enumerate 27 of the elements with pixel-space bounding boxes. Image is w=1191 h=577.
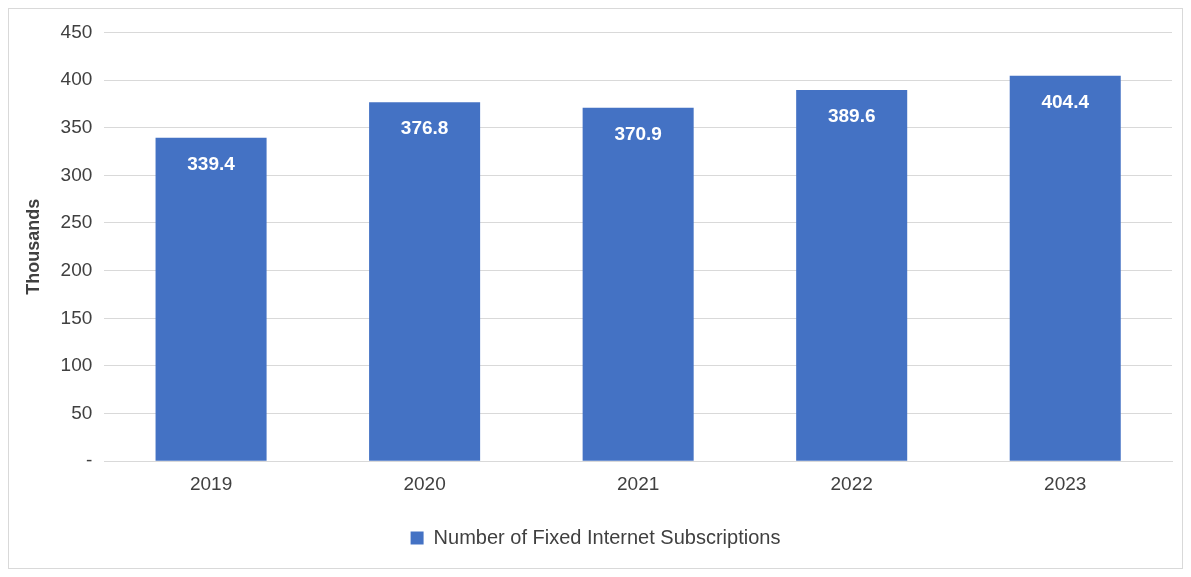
data-label: 404.4 [1041,91,1090,113]
y-tick-label: 150 [60,306,93,328]
y-tick-label: - [85,449,93,471]
legend-label: Number of Fixed Internet Subscriptions [433,525,781,548]
bar [796,89,908,461]
bar [582,107,694,461]
y-tick-label: 250 [60,211,93,233]
x-tick-label: 2019 [189,472,233,494]
bar [155,137,267,461]
y-tick-label: 200 [60,258,93,280]
data-label: 339.4 [187,153,236,175]
y-tick-label: 450 [60,20,93,42]
x-tick-label: 2023 [1044,472,1087,494]
bar [369,102,481,461]
x-tick-label: 2022 [830,472,873,494]
y-tick-label: 50 [71,401,93,423]
y-tick-label: 300 [60,163,93,185]
data-label: 389.6 [827,105,876,127]
x-tick-label: 2020 [403,472,446,494]
data-label: 376.8 [400,117,449,139]
data-label: 370.9 [614,123,662,145]
y-tick-label: 100 [60,354,93,376]
y-tick-label: 350 [60,115,93,137]
y-tick-label: 400 [60,68,93,90]
x-tick-label: 2021 [617,472,660,494]
bar [1009,75,1121,461]
y-axis-title: Thousands [22,198,43,295]
